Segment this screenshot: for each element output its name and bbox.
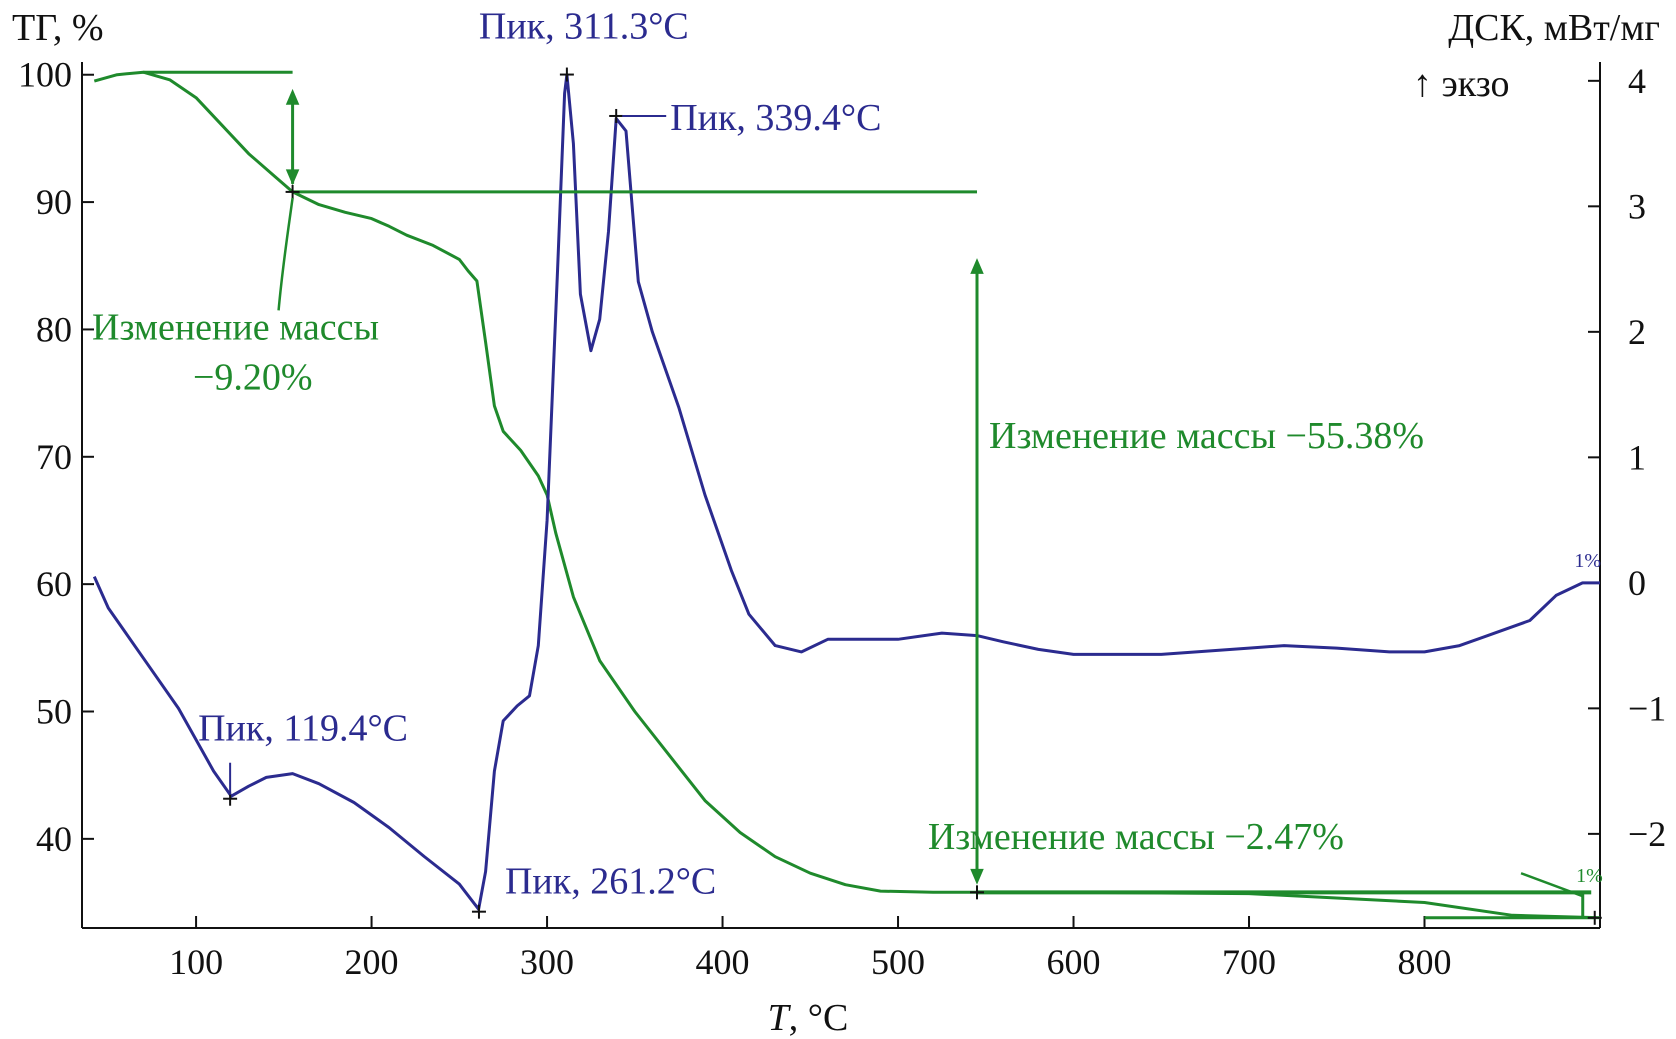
series-layer [92,70,1601,920]
exo-direction-label: ↑ экзо [1413,63,1510,105]
x-tick-label: 400 [696,942,750,982]
dsc-series-line [92,73,1600,911]
x-tick-label: 600 [1047,942,1101,982]
mass-change-3-leader [1520,872,1584,898]
y-left-tick-label: 40 [36,819,72,859]
mass-change-1-arrowhead-up [285,88,300,105]
y-right-tick-label: −1 [1628,688,1666,728]
y-left-tick-label: 90 [36,182,72,222]
y-right-tick-label: 4 [1628,61,1646,101]
mass-change-2-arrowhead-down [970,868,984,885]
mass-change-1-arrowhead-down [285,169,300,186]
mass-change-3-marker [1587,910,1602,925]
x-tick-label: 200 [345,942,399,982]
peak-311-label: Пик, 311.3°C [479,6,689,48]
x-tick-label: 100 [169,942,223,982]
x-tick-label: 800 [1398,942,1452,982]
y-axis-left-title: ТГ, % [12,7,104,49]
y-left-tick-label: 70 [36,437,72,477]
mass-change-1-label-line2: −9.20% [193,357,313,399]
tg-end-mark: 1% [1576,865,1603,887]
y-right-tick-label: 1 [1628,437,1646,477]
x-tick-label: 500 [871,942,925,982]
mass-change-2-arrowhead-up [970,258,984,274]
y-right-tick-label: 3 [1628,186,1646,226]
mass-change-2-label: Изменение массы −55.38% [989,415,1424,457]
annotation-layer: Пик, 119.4°C Пик, 261.2°C Пик, 311.3°C Пик,… [92,6,1603,925]
x-tick-label: 300 [520,942,574,982]
tg-series-line [93,70,1601,920]
y-left-tick-label: 50 [36,692,72,732]
x-tick-label: 700 [1222,942,1276,982]
mass-change-1-leader [277,197,294,311]
y-left-tick-label: 80 [36,309,72,349]
y-left-tick-label: 60 [36,564,72,604]
dsc-end-mark: 1% [1574,550,1601,572]
x-axis-title: T, °C [768,997,849,1039]
y-left-tick-label: 100 [18,55,72,95]
peak-261-label: Пик, 261.2°C [505,861,716,903]
peak-311-marker [559,67,574,82]
mass-change-2-marker [970,885,985,900]
y-right-tick-label: −2 [1628,814,1666,854]
y-right-tick-label: 0 [1628,563,1646,603]
y-right-tick-label: 2 [1628,312,1646,352]
mass-change-1-label-line1: Изменение массы [92,307,379,349]
mass-change-1-marker [285,184,300,199]
axes: 100 200 300 400 500 600 700 800405060708090100−… [18,55,1666,982]
mass-change-3-label: Изменение массы −2.47% [928,816,1344,858]
y-axis-right-title: ДСК, мВт/мг [1448,7,1660,49]
peak-119-label: Пик, 119.4°C [198,708,408,750]
peak-261-marker [471,904,486,919]
peak-339-label: Пик, 339.4°C [670,97,881,139]
peak-339-marker [609,108,624,123]
